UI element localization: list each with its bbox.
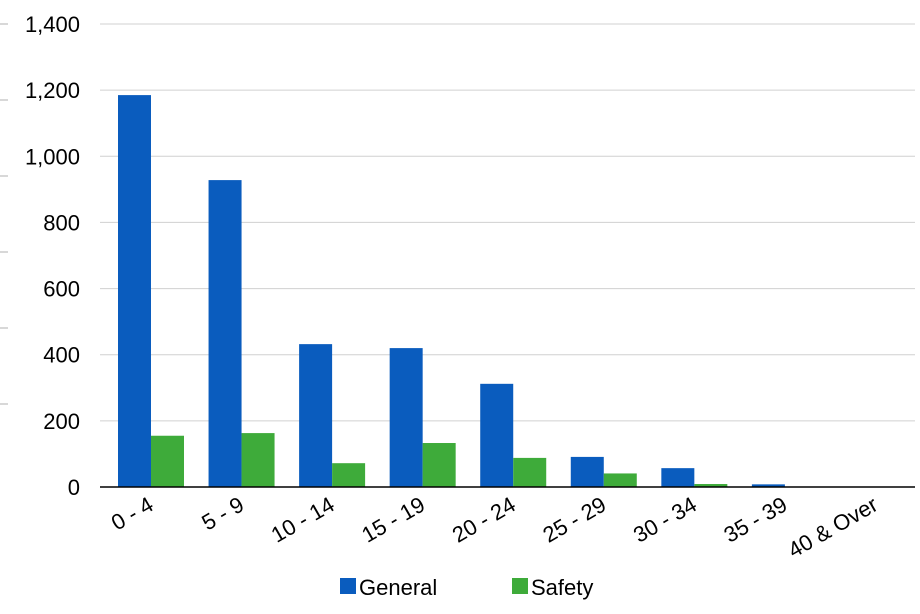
bar-general-5 (570, 456, 604, 487)
x-category-label: 25 - 29 (538, 492, 610, 548)
legend-label-general: General (359, 575, 437, 600)
x-category-label: 15 - 19 (357, 492, 429, 548)
legend-swatch-safety (512, 578, 528, 594)
x-axis-category-labels: 0 - 4 5 - 9 10 - 14 15 - 19 20 - 24 25 - 29 30… (107, 492, 882, 563)
x-category-label: 5 - 9 (197, 492, 248, 536)
legend-swatch-general (340, 578, 356, 594)
bar-safety-2 (332, 463, 366, 487)
x-category-label: 10 - 14 (267, 492, 339, 548)
bar-general-3 (389, 348, 423, 487)
y-tick-label: 1,000 (25, 144, 80, 169)
legend-label-safety: Safety (531, 575, 593, 600)
y-tick-label: 600 (43, 277, 80, 302)
bar-general-0 (118, 95, 151, 487)
y-tick-label: 1,200 (25, 78, 80, 103)
legend: General Safety (340, 575, 593, 600)
bar-safety-0 (151, 435, 184, 487)
bar-general-6 (661, 468, 695, 487)
x-category-label: 30 - 34 (629, 492, 701, 548)
bar-general-4 (480, 383, 514, 487)
y-tick-label: 400 (43, 343, 80, 368)
x-category-label: 35 - 39 (720, 492, 792, 548)
bar-general-2 (299, 344, 333, 487)
bar-safety-4 (513, 457, 547, 487)
x-category-label: 20 - 24 (448, 492, 520, 548)
bars (118, 95, 785, 487)
y-tick-label: 800 (43, 210, 80, 235)
bar-general-1 (208, 180, 242, 487)
x-category-label: 40 & Over (784, 492, 882, 563)
bar-safety-3 (422, 443, 456, 487)
y-tick-label: 1,400 (25, 12, 80, 37)
bar-general-7 (751, 484, 785, 487)
y-axis-ticks: 0 200 400 600 800 1,000 1,200 1,400 (25, 12, 80, 500)
y-tick-label: 200 (43, 409, 80, 434)
bar-safety-1 (241, 433, 275, 487)
bar-safety-5 (603, 473, 637, 487)
x-category-label: 0 - 4 (107, 492, 158, 536)
y-tick-label: 0 (68, 475, 80, 500)
bar-safety-6 (694, 484, 728, 487)
